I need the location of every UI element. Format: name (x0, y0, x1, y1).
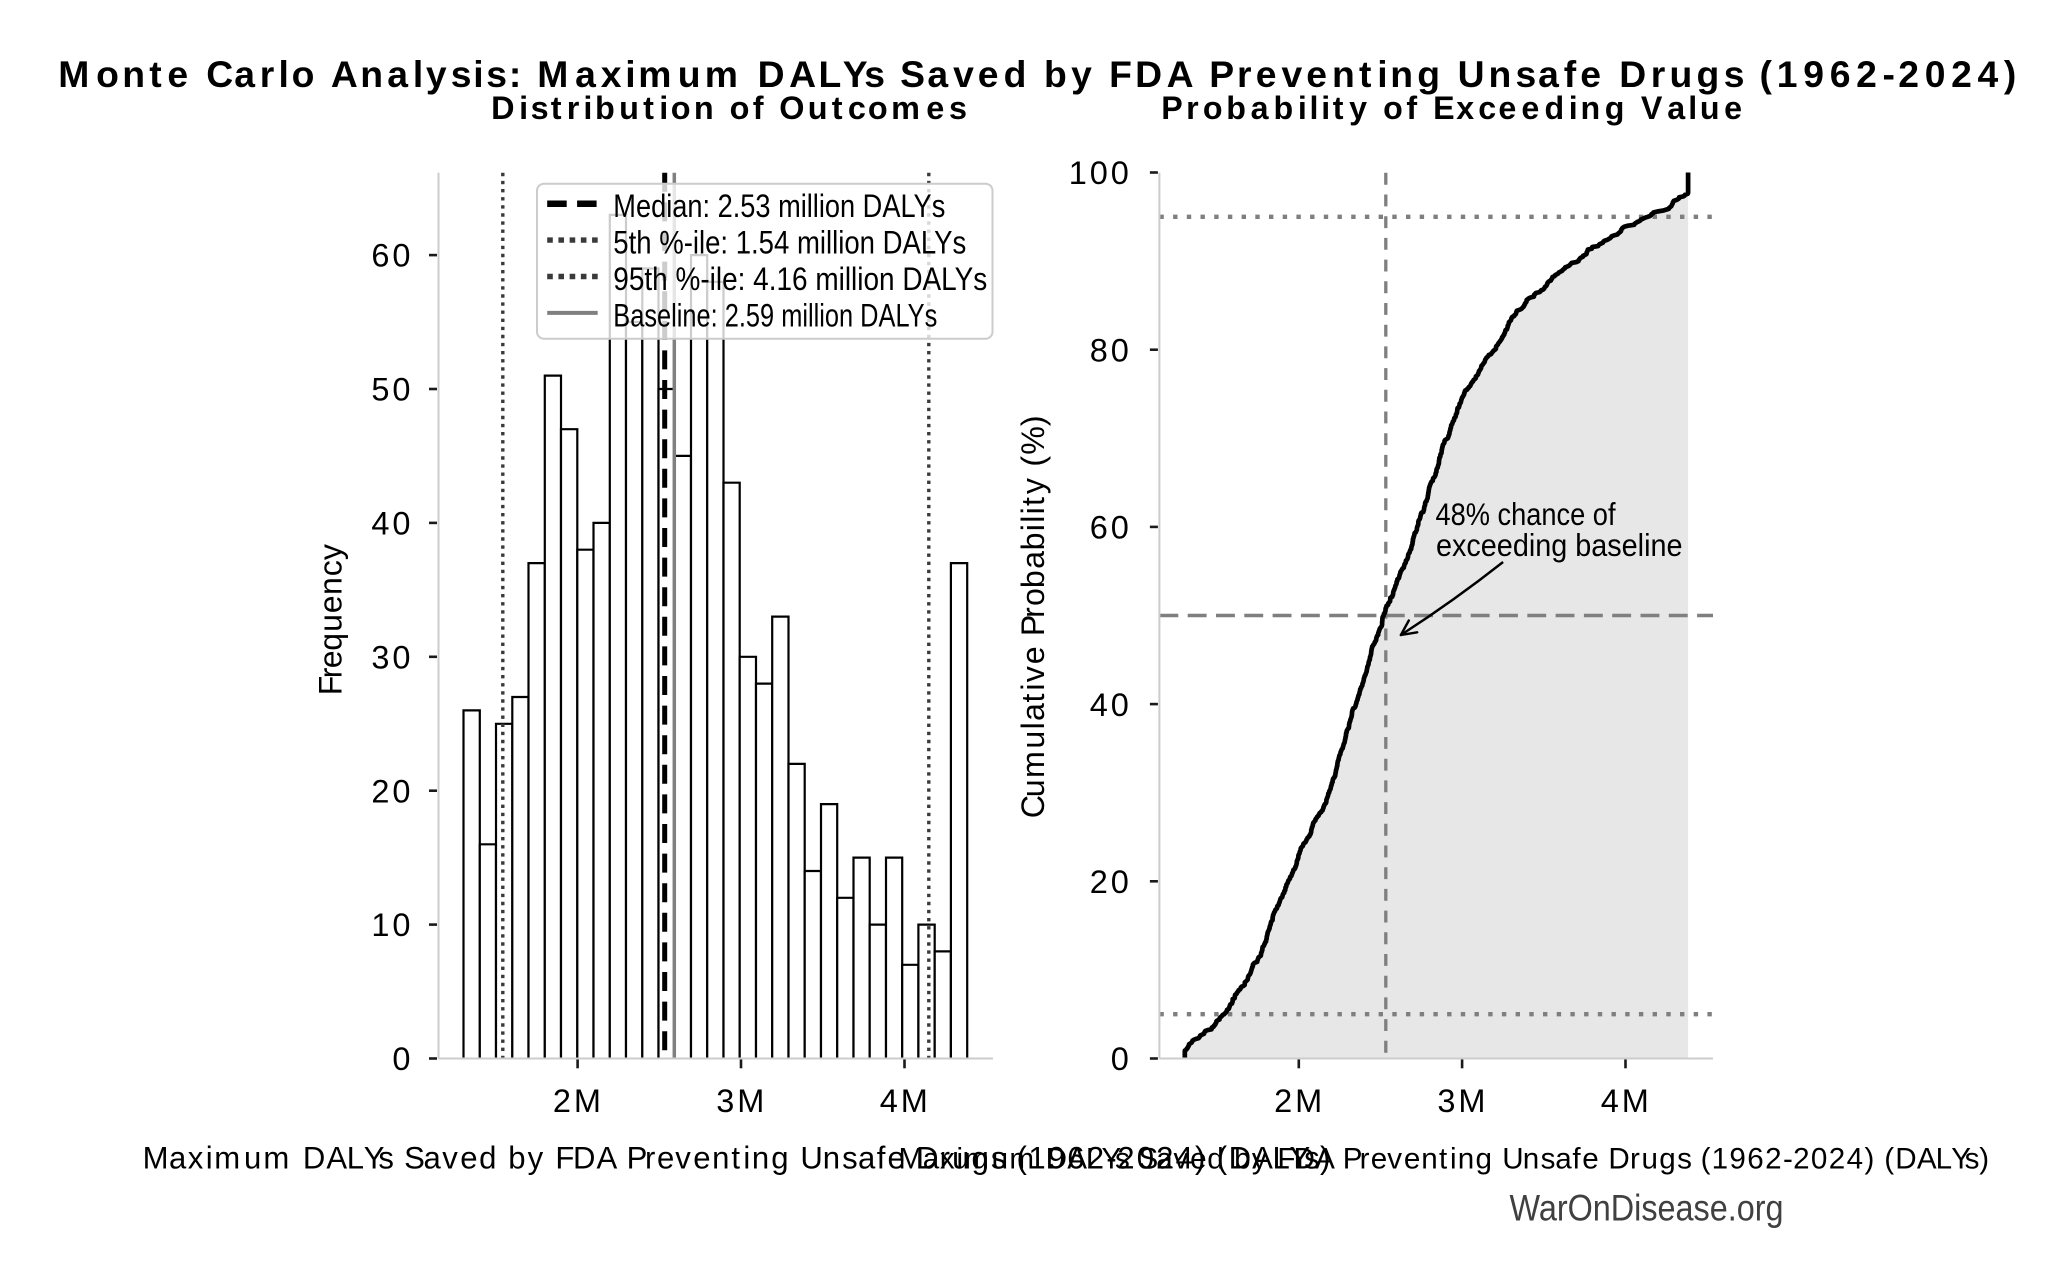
svg-text:Probability of Exceeding Value: Probability of Exceeding Value (1161, 90, 1742, 126)
svg-text:Distribution of Outcomes: Distribution of Outcomes (491, 90, 967, 126)
svg-text:WarOnDisease.org: WarOnDisease.org (1510, 1188, 1784, 1229)
svg-text:exceeding baseline: exceeding baseline (1436, 528, 1683, 563)
svg-text:48% chance of: 48% chance of (1436, 497, 1616, 532)
svg-text:100: 100 (1069, 155, 1129, 191)
svg-text:Maximum DALYs Saved by FDA Pre: Maximum DALYs Saved by FDA Preventing Un… (899, 1143, 1990, 1176)
svg-text:95th %-ile: 4.16 million DALYs: 95th %-ile: 4.16 million DALYs (613, 261, 987, 297)
svg-text:Baseline: 2.59 million DALYs: Baseline: 2.59 million DALYs (613, 297, 937, 333)
svg-text:3M: 3M (716, 1083, 764, 1119)
svg-text:5th %-ile: 1.54 million DALYs: 5th %-ile: 1.54 million DALYs (613, 225, 966, 261)
svg-text:0: 0 (392, 1041, 410, 1077)
svg-text:0: 0 (1111, 1041, 1129, 1077)
svg-text:4M: 4M (880, 1083, 928, 1119)
svg-text:Maximum DALYs Saved by FDA Pre: Maximum DALYs Saved by FDA Preventing Un… (143, 1141, 1331, 1176)
svg-text:Cumulative Probability (%): Cumulative Probability (%) (1015, 415, 1051, 818)
svg-text:Frequency: Frequency (313, 544, 349, 695)
svg-text:Median: 2.53 million DALYs: Median: 2.53 million DALYs (613, 188, 945, 224)
svg-text:4M: 4M (1601, 1083, 1649, 1119)
svg-text:2M: 2M (553, 1083, 601, 1119)
svg-text:3M: 3M (1437, 1083, 1485, 1119)
svg-text:2M: 2M (1274, 1083, 1322, 1119)
